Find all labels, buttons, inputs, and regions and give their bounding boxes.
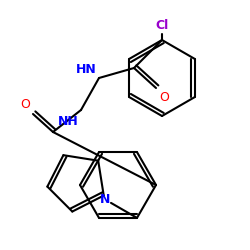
Text: HN: HN [76, 63, 97, 76]
Text: Cl: Cl [156, 19, 168, 32]
Text: N: N [100, 194, 110, 206]
Text: O: O [20, 98, 30, 111]
Text: O: O [159, 91, 169, 104]
Text: NH: NH [58, 115, 79, 128]
